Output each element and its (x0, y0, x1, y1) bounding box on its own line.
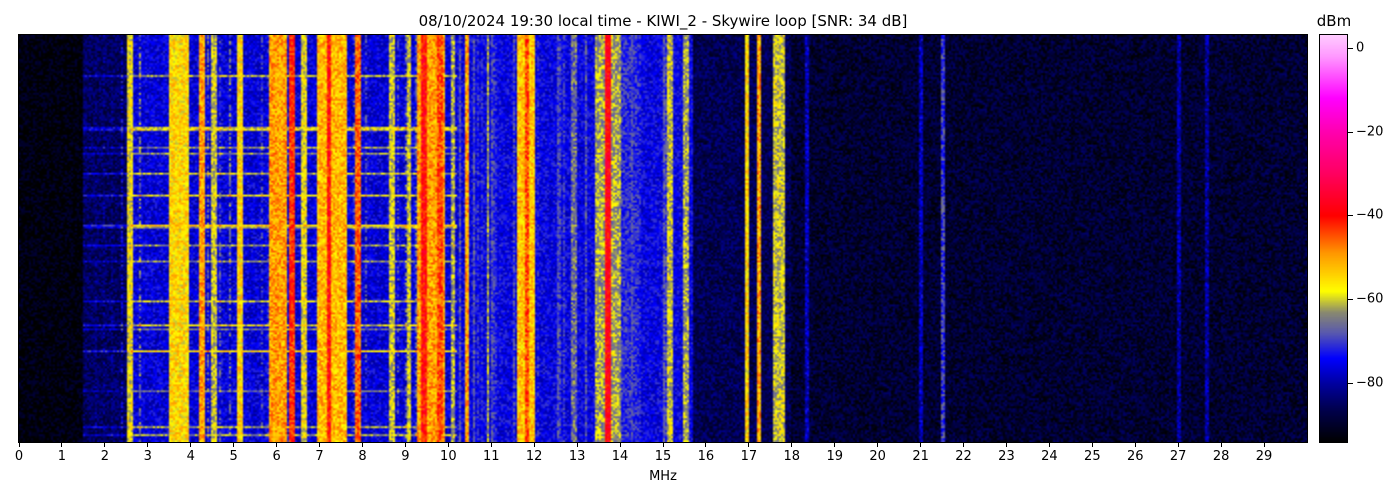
x-tick-label: 1 (57, 449, 67, 464)
x-tick-mark (705, 442, 707, 447)
x-tick-label: 21 (912, 449, 929, 464)
x-tick-mark (877, 442, 879, 447)
colorbar-tick-label: −80 (1356, 375, 1384, 391)
colorbar-tick-label: −40 (1356, 207, 1384, 223)
colorbar-tick-mark (1348, 215, 1353, 217)
x-tick-label: 27 (1169, 449, 1187, 464)
x-tick-label: 18 (783, 449, 801, 464)
colorbar-tick-label: −20 (1356, 124, 1384, 139)
x-tick-label: 8 (358, 449, 367, 464)
x-tick-label: 17 (740, 449, 758, 464)
x-axis-label: MHz (649, 469, 677, 484)
x-tick-label: 24 (1041, 449, 1058, 464)
x-tick-label: 12 (525, 449, 543, 464)
x-tick-mark (276, 442, 278, 447)
x-tick-mark (533, 442, 535, 447)
x-tick-label: 9 (401, 449, 410, 464)
x-tick-mark (147, 442, 149, 447)
x-tick-label: 29 (1255, 449, 1273, 464)
x-tick-mark (233, 442, 235, 447)
x-tick-mark (662, 442, 664, 447)
x-tick-mark (190, 442, 192, 447)
colorbar-tick-mark (1348, 131, 1353, 133)
x-tick-label: 26 (1126, 449, 1144, 464)
x-tick-mark (1048, 442, 1050, 447)
x-tick-label: 5 (229, 449, 238, 464)
x-tick-mark (1263, 442, 1265, 447)
x-tick-label: 16 (697, 449, 715, 464)
x-tick-mark (319, 442, 321, 447)
x-tick-label: 4 (186, 449, 195, 464)
colorbar-tick-label: 0 (1356, 40, 1365, 56)
x-tick-label: 28 (1212, 449, 1230, 464)
chart-title: 08/10/2024 19:30 local time - KIWI_2 - S… (418, 12, 908, 30)
x-tick-mark (619, 442, 621, 447)
x-tick-label: 20 (869, 449, 886, 464)
x-tick-mark (920, 442, 922, 447)
x-tick-mark (404, 442, 406, 447)
x-tick-mark (1005, 442, 1007, 447)
colorbar-label: dBm (1316, 12, 1352, 30)
x-tick-mark (1177, 442, 1179, 447)
x-tick-label: 13 (568, 449, 586, 464)
colorbar-tick-mark (1348, 383, 1353, 385)
x-tick-mark (576, 442, 578, 447)
x-tick-label: 25 (1084, 449, 1101, 464)
colorbar (1320, 35, 1347, 442)
colorbar-tick-mark (1348, 299, 1353, 301)
x-tick-label: 6 (272, 449, 281, 464)
colorbar-tick-label: −60 (1356, 291, 1384, 307)
x-tick-mark (834, 442, 836, 447)
x-tick-mark (1220, 442, 1222, 447)
x-tick-mark (361, 442, 363, 447)
x-tick-mark (748, 442, 750, 447)
x-tick-label: 7 (315, 449, 324, 464)
x-tick-mark (490, 442, 492, 447)
x-tick-label: 19 (826, 449, 843, 464)
x-tick-label: 22 (955, 449, 972, 464)
x-tick-label: 14 (611, 449, 629, 464)
x-tick-label: 2 (100, 449, 109, 464)
x-tick-mark (104, 442, 106, 447)
x-tick-mark (447, 442, 449, 447)
x-tick-label: 10 (440, 449, 457, 464)
x-tick-label: 0 (14, 449, 24, 464)
waterfall-heatmap (19, 35, 1307, 442)
x-tick-mark (61, 442, 63, 447)
x-tick-mark (18, 442, 20, 447)
x-tick-label: 3 (143, 449, 152, 464)
x-tick-mark (1091, 442, 1093, 447)
x-tick-label: 15 (654, 449, 672, 464)
colorbar-tick-mark (1348, 47, 1353, 49)
x-tick-mark (1134, 442, 1136, 447)
x-tick-label: 11 (482, 449, 500, 464)
x-tick-mark (963, 442, 965, 447)
x-tick-mark (791, 442, 793, 447)
x-tick-label: 23 (998, 449, 1015, 464)
